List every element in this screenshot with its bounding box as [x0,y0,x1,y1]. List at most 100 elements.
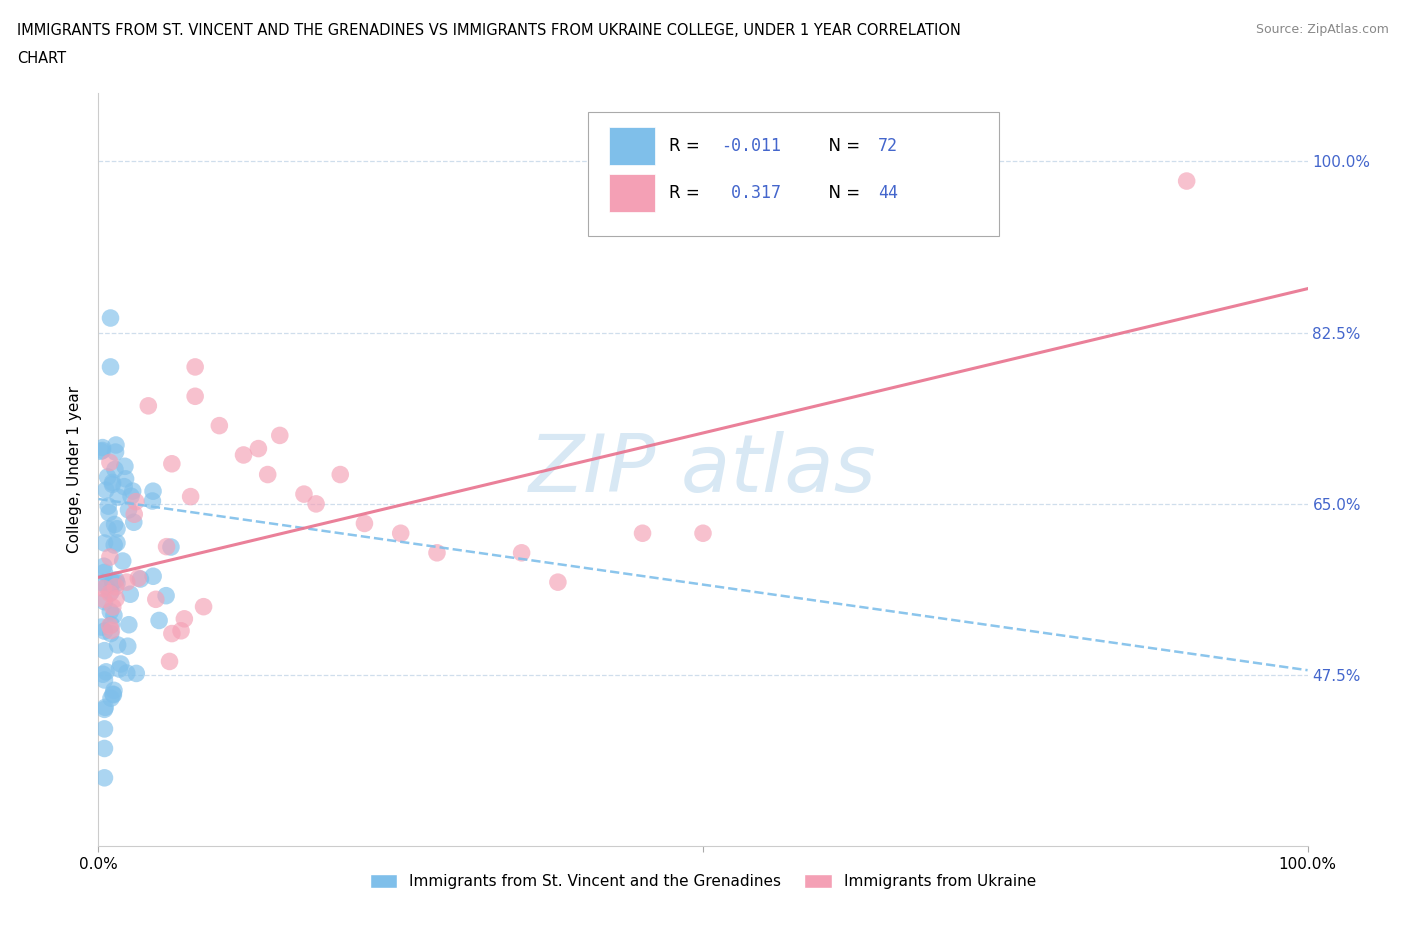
Point [103,683,125,698]
Point [101,686,124,701]
Point [90,619,112,634]
Point [389,525,412,540]
Legend: Immigrants from St. Vincent and the Grenadines, Immigrants from Ukraine: Immigrants from St. Vincent and the Gren… [364,868,1042,896]
Point [120,587,142,602]
Point [269,428,291,443]
Point [104,462,127,477]
Point [93,624,115,639]
Point [90,444,112,458]
Point [105,576,128,591]
Point [103,608,125,623]
Point [93,702,115,717]
Point [180,489,202,504]
Point [292,486,315,501]
Text: 72: 72 [879,137,898,154]
Point [160,539,183,554]
Point [94,664,117,679]
Point [93,565,115,579]
Text: -0.011: -0.011 [721,137,782,154]
Point [104,437,127,452]
Point [93,644,115,658]
Point [100,311,122,325]
Point [93,559,115,574]
Point [329,467,352,482]
Point [117,639,139,654]
Point [112,479,135,494]
Point [353,516,375,531]
Point [155,539,177,554]
Point [93,770,115,785]
Point [160,457,183,472]
Point [93,536,115,551]
Point [93,581,115,596]
Point [247,441,270,456]
Point [98,604,121,619]
Text: 0.317: 0.317 [721,184,782,202]
Point [98,618,121,633]
Point [631,525,654,540]
Point [127,571,149,586]
Point [547,575,569,590]
Point [93,591,115,606]
Text: Source: ZipAtlas.com: Source: ZipAtlas.com [1256,23,1389,36]
Text: IMMIGRANTS FROM ST. VINCENT AND THE GRENADINES VS IMMIGRANTS FROM UKRAINE COLLEG: IMMIGRANTS FROM ST. VINCENT AND THE GREN… [17,23,960,38]
Point [101,575,124,590]
Point [105,536,128,551]
Point [100,360,122,375]
Point [114,472,136,486]
Point [142,484,165,498]
Point [101,475,124,490]
Point [100,618,122,632]
Point [125,666,148,681]
Point [115,666,138,681]
Point [107,489,129,504]
Point [104,445,127,459]
Point [184,360,207,375]
Point [104,573,127,588]
Point [136,398,159,413]
Point [155,589,177,604]
Text: R =: R = [669,137,706,154]
Point [97,498,120,513]
Point [122,515,145,530]
Point [98,550,121,565]
Point [100,623,122,638]
Bar [609,174,655,212]
Point [121,484,143,498]
Point [305,497,328,512]
Point [208,418,231,433]
Point [93,722,115,737]
Point [103,687,125,702]
Text: CHART: CHART [17,51,66,66]
Point [129,572,152,587]
Point [93,741,115,756]
Point [101,600,124,615]
Point [98,505,121,520]
Point [148,613,170,628]
Point [97,522,120,537]
Text: ZIP atlas: ZIP atlas [529,431,877,509]
FancyBboxPatch shape [588,112,1000,236]
Point [145,591,167,606]
Point [93,594,115,609]
Point [91,667,114,682]
Point [94,483,117,498]
Point [96,579,118,594]
Point [170,623,193,638]
Point [98,586,121,601]
Point [93,672,115,687]
Bar [609,126,655,165]
Text: R =: R = [669,184,706,202]
Point [91,443,114,458]
Point [91,575,114,590]
Point [232,447,254,462]
Point [160,626,183,641]
Point [103,538,125,552]
Point [97,470,120,485]
Y-axis label: College, Under 1 year: College, Under 1 year [66,386,82,553]
Point [692,525,714,540]
Point [173,611,195,626]
Text: 44: 44 [879,184,898,202]
Point [114,458,136,473]
Point [110,657,132,671]
